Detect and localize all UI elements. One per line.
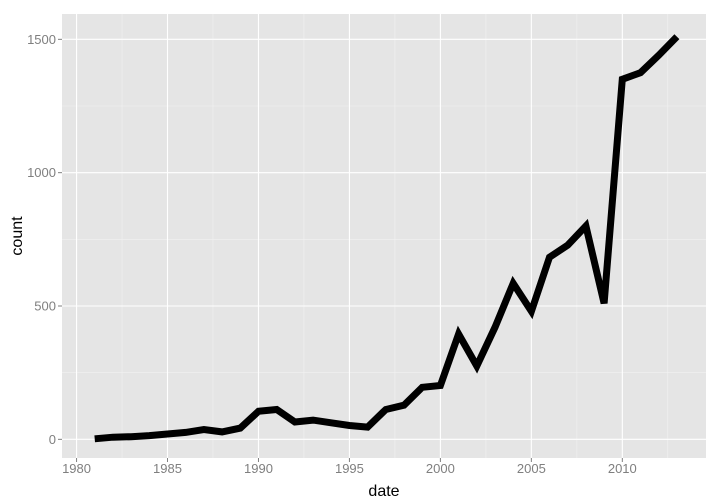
y-tick-label: 1500 — [27, 32, 56, 47]
x-axis: 1980 1985 1990 1995 2000 2005 2010 — [62, 458, 637, 476]
x-tick-label: 2010 — [608, 461, 637, 476]
y-axis-label: count — [9, 216, 26, 256]
x-tick-label: 1985 — [153, 461, 182, 476]
x-tick-label: 2005 — [517, 461, 546, 476]
y-tick-label: 0 — [49, 432, 56, 447]
y-tick-label: 1000 — [27, 165, 56, 180]
y-tick-label: 500 — [34, 299, 56, 314]
x-tick-label: 1995 — [335, 461, 364, 476]
x-tick-label: 1990 — [244, 461, 273, 476]
x-tick-label: 2000 — [426, 461, 455, 476]
plot-panel — [62, 14, 706, 458]
x-tick-label: 1980 — [62, 461, 91, 476]
series-line — [94, 34, 680, 443]
x-axis-label: date — [368, 483, 399, 500]
y-axis: 0 500 1000 1500 — [27, 32, 62, 447]
major-gridlines — [62, 14, 706, 458]
series-layer — [94, 34, 680, 443]
